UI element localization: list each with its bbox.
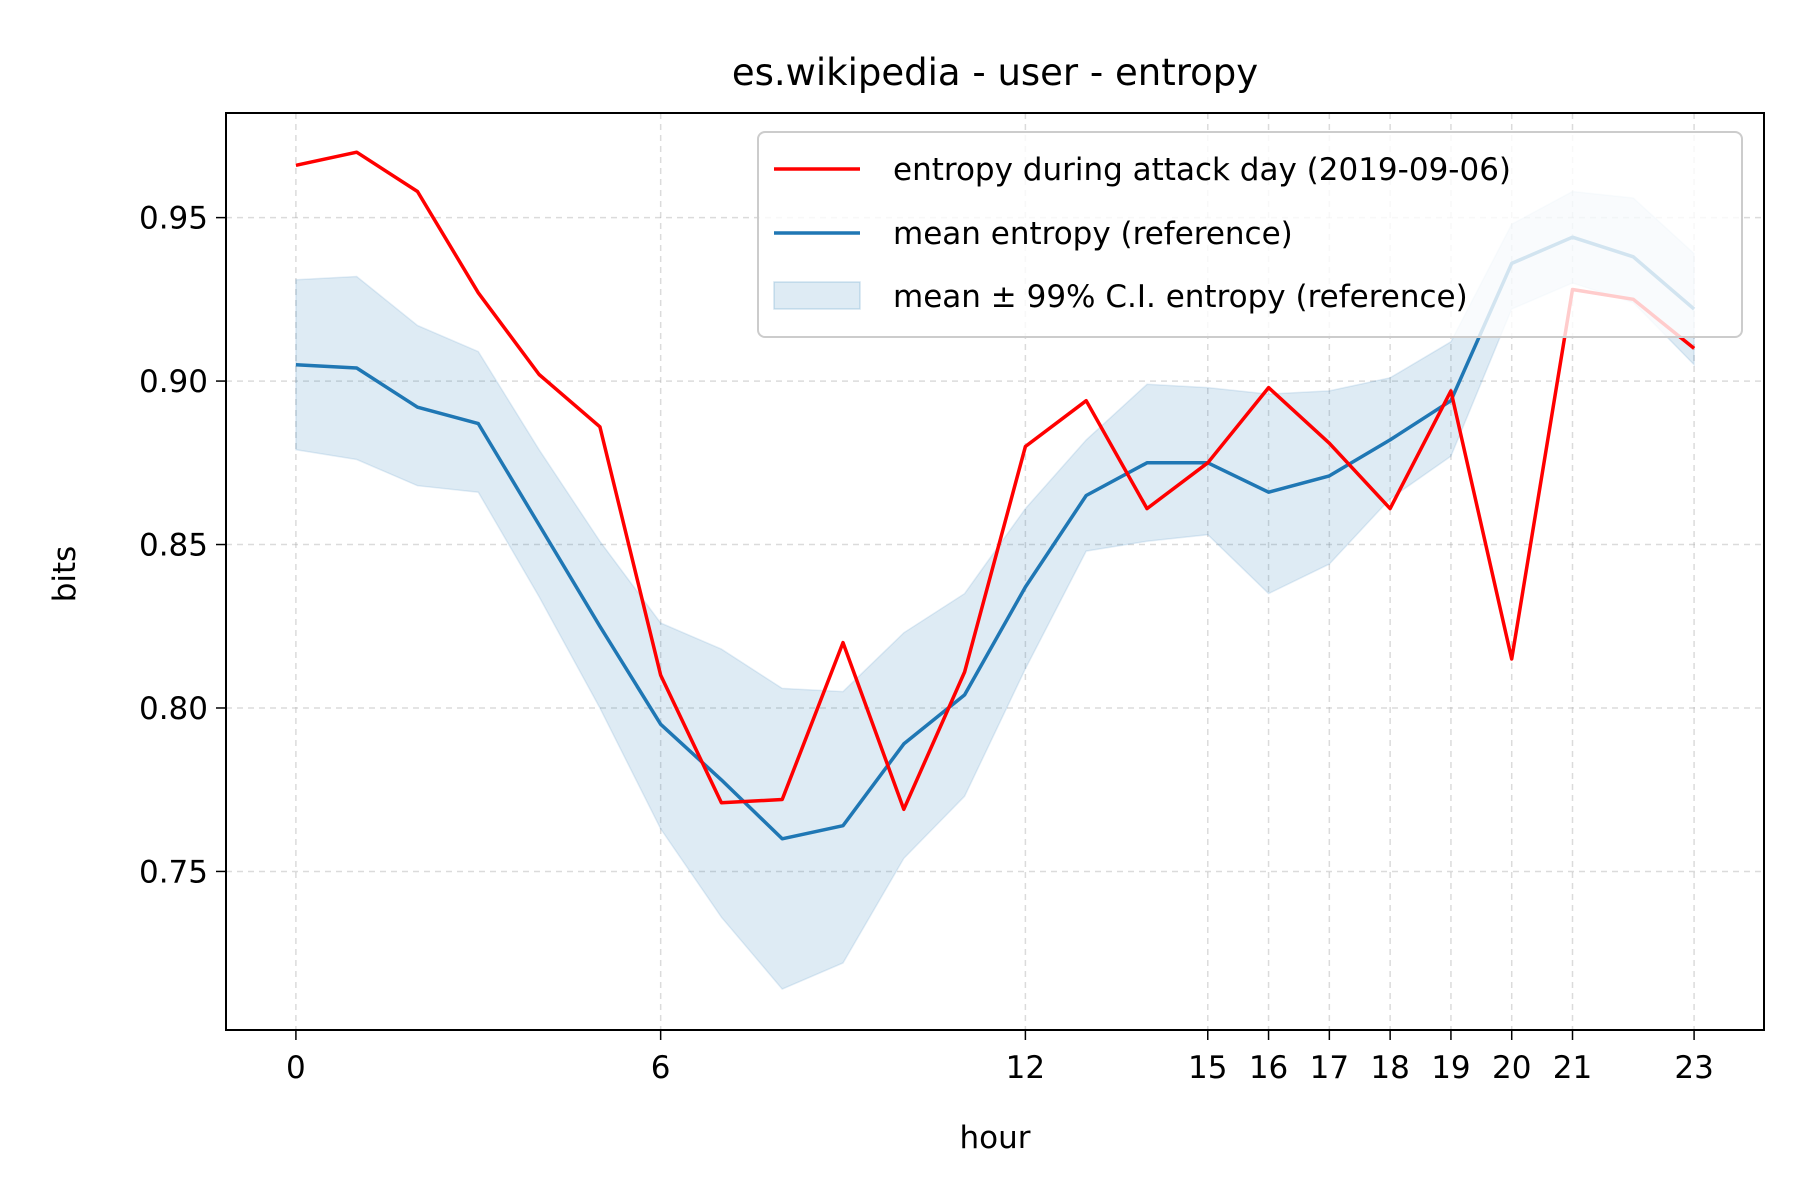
x-tick-label: 20	[1492, 1050, 1531, 1086]
confidence-band-layer	[295, 190, 1695, 991]
y-tick-label: 0.95	[139, 201, 208, 237]
x-tick-label: 23	[1674, 1050, 1713, 1086]
legend-label-ci: mean ± 99% C.I. entropy (reference)	[893, 279, 1468, 315]
legend-label-mean: mean entropy (reference)	[893, 216, 1293, 252]
x-tick-label: 17	[1310, 1050, 1349, 1086]
legend-swatch-ci	[773, 281, 861, 310]
plot-frame	[225, 112, 1765, 1031]
chart-title: es.wikipedia - user - entropy	[732, 51, 1258, 94]
legend-label-attack: entropy during attack day (2019-09-06)	[893, 152, 1511, 188]
y-tick-label: 0.75	[139, 854, 208, 890]
x-tick-label: 12	[1006, 1050, 1045, 1086]
x-tick-label: 19	[1431, 1050, 1470, 1086]
attack-entropy-line	[295, 150, 1696, 812]
x-tick-label: 16	[1249, 1050, 1288, 1086]
x-tick-label: 0	[286, 1050, 306, 1086]
x-tick-label: 21	[1553, 1050, 1592, 1086]
x-tick-label: 6	[651, 1050, 671, 1086]
mean-entropy-line	[295, 235, 1696, 841]
legend-box	[757, 131, 1743, 338]
y-axis-ticks: 0.75 0.80 0.85 0.90 0.95	[139, 201, 226, 890]
series-lines-layer	[295, 150, 1696, 841]
y-axis-label: bits	[47, 546, 83, 603]
x-axis-ticks: 0 6 12 15 16 17 18 19 20 21 23	[286, 1030, 1714, 1086]
confidence-band	[295, 190, 1695, 991]
x-tick-label: 18	[1370, 1050, 1409, 1086]
x-axis-label: hour	[959, 1120, 1030, 1156]
y-tick-label: 0.85	[139, 528, 208, 564]
y-tick-label: 0.90	[139, 364, 208, 400]
legend: entropy during attack day (2019-09-06) m…	[757, 131, 1743, 338]
x-tick-label: 15	[1188, 1050, 1227, 1086]
y-tick-label: 0.80	[139, 691, 208, 727]
